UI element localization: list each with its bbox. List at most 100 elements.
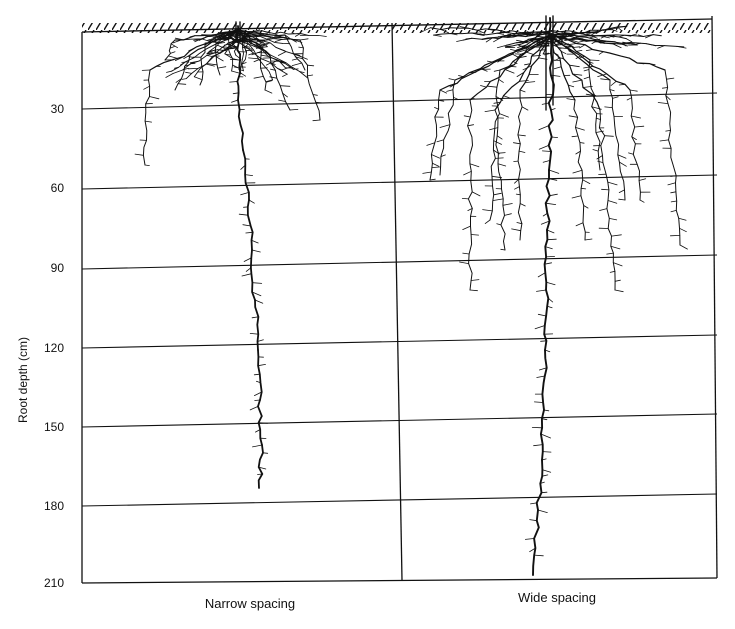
root-hair — [495, 96, 504, 101]
root-hair — [540, 340, 547, 342]
root-segment — [430, 27, 551, 34]
depth-gridline — [81, 334, 718, 349]
root-hair — [549, 193, 558, 197]
root-hair — [604, 135, 614, 137]
root-hair — [446, 89, 454, 92]
root-hair — [255, 429, 261, 433]
root-hair — [134, 153, 144, 156]
root-hair — [253, 58, 262, 63]
root-hair — [317, 35, 327, 37]
root-segment — [541, 349, 548, 411]
root-hair — [241, 273, 252, 277]
root-hair — [595, 117, 601, 120]
root-hair — [536, 43, 547, 45]
root-hair — [612, 96, 619, 99]
root-hair — [249, 32, 259, 37]
root-hair — [609, 89, 615, 92]
root-hair — [223, 47, 234, 51]
depth-tick-label: 180 — [44, 499, 64, 513]
root-hair — [467, 208, 473, 211]
root-hair — [608, 218, 618, 221]
root-hair — [432, 162, 440, 167]
root-hair — [450, 33, 458, 36]
root-hair — [244, 174, 253, 176]
root-hair — [600, 78, 611, 81]
root-hair — [529, 31, 535, 36]
root-hair — [607, 181, 618, 186]
root-hair — [667, 182, 676, 186]
root-segment — [239, 29, 274, 81]
root-hair — [242, 39, 253, 44]
root-hair — [489, 127, 499, 131]
root-hair — [510, 49, 518, 52]
root-hair — [255, 380, 261, 384]
root-hair — [500, 248, 506, 251]
root-hair — [571, 135, 579, 138]
root-hair — [143, 85, 150, 90]
root-hair — [517, 49, 528, 53]
root-hair — [453, 96, 459, 100]
root-hair — [606, 35, 615, 38]
depth-tick-label: 150 — [44, 420, 64, 434]
root-hair — [243, 45, 250, 48]
root-hair — [253, 373, 261, 376]
root-hair — [548, 178, 558, 181]
root-hair — [270, 62, 276, 65]
root-hair — [517, 134, 526, 137]
root-hair — [519, 80, 529, 82]
root-hair — [448, 78, 456, 81]
root-hair — [618, 83, 626, 86]
root-hair — [290, 38, 297, 43]
root-hair — [278, 99, 286, 102]
root-segment — [489, 69, 501, 221]
depth-gridline — [81, 493, 718, 507]
root-hair — [533, 444, 544, 447]
root-hair — [238, 69, 244, 72]
root-hair — [459, 26, 469, 29]
root-hair — [537, 313, 547, 317]
root-segment — [664, 69, 681, 246]
root-hair — [493, 38, 500, 43]
root-hair — [480, 85, 487, 88]
root-hair — [217, 49, 228, 52]
root-hair — [583, 65, 594, 69]
root-hair — [207, 37, 216, 41]
root-hair — [491, 175, 502, 179]
root-hair — [240, 164, 246, 170]
root-hair — [579, 55, 585, 59]
root-hair — [261, 30, 271, 34]
root-hair — [534, 325, 546, 330]
root-hair — [575, 50, 583, 52]
root-hair — [504, 213, 512, 216]
root-hair — [484, 219, 491, 224]
root-hair — [245, 49, 255, 52]
root-hair — [547, 238, 557, 241]
root-hair — [182, 67, 189, 71]
root-hair — [231, 44, 239, 50]
root-hair — [202, 38, 211, 42]
root-hair — [534, 401, 544, 403]
root-hair — [183, 54, 191, 59]
root-hair — [533, 38, 541, 40]
root-hair — [280, 61, 286, 64]
root-hair — [589, 32, 596, 37]
root-hair — [422, 171, 432, 174]
y-axis-label: Root depth (cm) — [16, 337, 30, 423]
root-hair — [265, 62, 272, 66]
root-hair — [467, 124, 474, 127]
depth-gridlines — [81, 92, 718, 507]
root-hair — [601, 188, 610, 191]
root-hair — [170, 51, 176, 54]
root-hair — [676, 46, 687, 49]
root-hair — [497, 58, 504, 63]
root-segment — [549, 34, 601, 111]
root-hair — [575, 127, 585, 131]
root-hair — [439, 124, 451, 128]
root-hair — [470, 279, 480, 281]
root-hair — [168, 55, 178, 59]
root-hair — [645, 43, 657, 47]
root-hair — [248, 57, 259, 60]
root-segment — [142, 69, 151, 166]
root-hair — [578, 35, 587, 38]
